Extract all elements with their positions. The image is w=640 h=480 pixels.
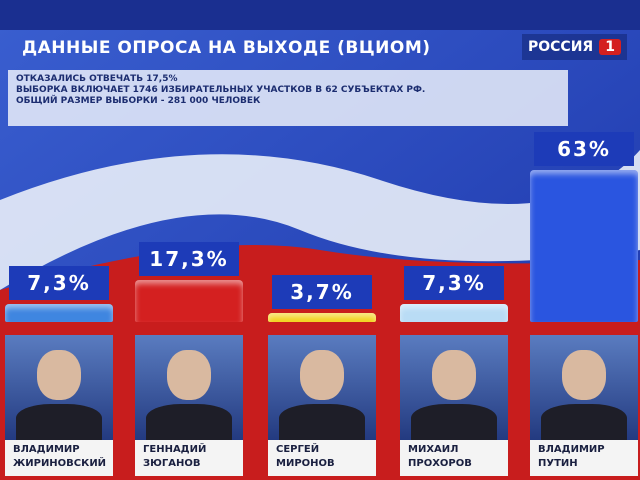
bar — [530, 170, 638, 322]
candidate-photo — [530, 335, 638, 440]
logo-number: 1 — [599, 39, 621, 55]
candidate-photo — [5, 335, 113, 440]
value-label: 63% — [534, 132, 634, 166]
candidate-name: ВЛАДИМИР ЖИРИНОВСКИЙ — [5, 440, 113, 476]
photo-suit — [278, 404, 366, 440]
candidate-photo — [400, 335, 508, 440]
photo-suit — [540, 404, 628, 440]
photo-head — [167, 349, 211, 401]
candidate-name: ВЛАДИМИР ПУТИН — [530, 440, 638, 476]
value-label: 3,7% — [272, 275, 372, 310]
candidate-name: СЕРГЕЙ МИРОНОВ — [268, 440, 376, 476]
note-line: ОТКАЗАЛИСЬ ОТВЕЧАТЬ 17,5% — [16, 74, 178, 84]
photo-suit — [15, 404, 103, 440]
notes-panel: ОТКАЗАЛИСЬ ОТВЕЧАТЬ 17,5% ВЫБОРКА ВКЛЮЧАЕ… — [8, 70, 568, 126]
photo-suit — [145, 404, 233, 440]
value-label: 7,3% — [404, 266, 504, 301]
channel-logo: РОССИЯ 1 — [522, 34, 627, 60]
bar — [5, 304, 113, 322]
value-label: 7,3% — [9, 266, 109, 301]
candidate-photo — [135, 335, 243, 440]
bar — [400, 304, 508, 322]
photo-head — [562, 349, 606, 401]
logo-text: РОССИЯ — [528, 39, 594, 55]
note-line: ОБЩИЙ РАЗМЕР ВЫБОРКИ - 281 000 ЧЕЛОВЕК — [16, 96, 261, 106]
candidate-name: МИХАИЛ ПРОХОРОВ — [400, 440, 508, 476]
bar — [135, 280, 243, 322]
photo-head — [432, 349, 476, 401]
photo-suit — [410, 404, 498, 440]
photo-head — [37, 349, 81, 401]
note-line: ВЫБОРКА ВКЛЮЧАЕТ 1746 ИЗБИРАТЕЛЬНЫХ УЧАС… — [16, 85, 426, 95]
photo-head — [300, 349, 344, 401]
bar — [268, 313, 376, 322]
value-label: 17,3% — [139, 242, 239, 277]
candidate-name: ГЕННАДИЙ ЗЮГАНОВ — [135, 440, 243, 476]
title: ДАННЫЕ ОПРОСА НА ВЫХОДЕ (ВЦИОМ) — [22, 38, 431, 58]
candidate-photo — [268, 335, 376, 440]
